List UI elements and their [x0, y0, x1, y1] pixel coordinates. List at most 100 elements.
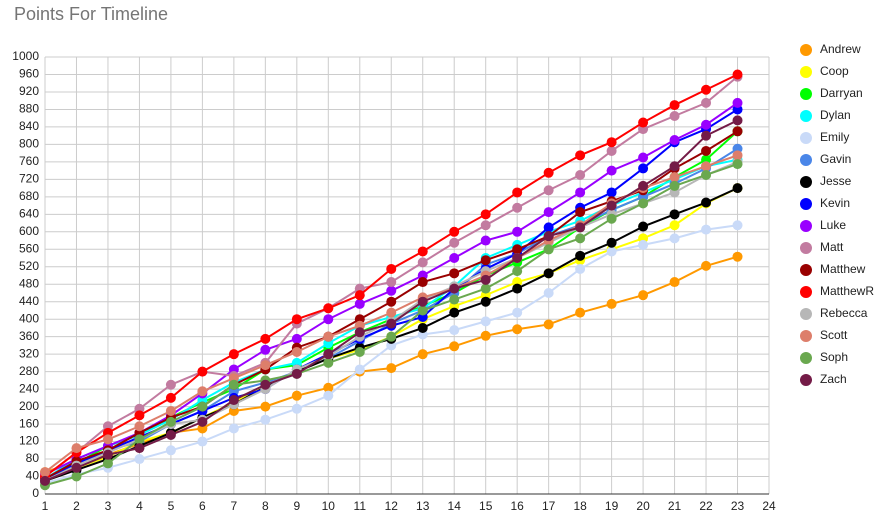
legend-marker — [800, 242, 812, 254]
data-point — [638, 239, 649, 250]
data-point — [228, 395, 239, 406]
data-point — [354, 327, 365, 338]
data-point — [669, 110, 680, 121]
legend-marker — [800, 110, 812, 122]
data-point — [606, 137, 617, 148]
data-point — [480, 209, 491, 220]
x-tick-label: 24 — [762, 499, 776, 513]
legend: Andrew Coop Darryan Dylan Emily Gavin Jesse Kev… — [800, 42, 874, 386]
legend-marker — [800, 308, 812, 320]
y-tick-label: 960 — [19, 67, 39, 81]
y-tick-label: 680 — [19, 189, 39, 203]
data-point — [638, 198, 649, 209]
data-point — [606, 165, 617, 176]
data-point — [354, 364, 365, 375]
data-point — [480, 330, 491, 341]
x-tick-label: 18 — [573, 499, 587, 513]
y-tick-label: 880 — [19, 102, 39, 116]
data-point — [732, 159, 743, 170]
data-point — [323, 357, 334, 368]
data-point — [732, 115, 743, 126]
data-point — [606, 213, 617, 224]
y-tick-label: 520 — [19, 259, 39, 273]
legend-marker — [800, 352, 812, 364]
x-tick-label: 23 — [731, 499, 745, 513]
data-point — [386, 331, 397, 342]
data-point — [417, 305, 428, 316]
y-tick-label: 600 — [19, 224, 39, 238]
data-point — [449, 253, 460, 264]
data-point — [134, 434, 145, 445]
data-point — [543, 222, 554, 233]
data-point — [732, 220, 743, 231]
x-tick-label: 17 — [542, 499, 556, 513]
data-point — [606, 145, 617, 156]
data-point — [606, 298, 617, 309]
data-point — [323, 331, 334, 342]
data-point — [606, 246, 617, 257]
x-tick-label: 19 — [605, 499, 619, 513]
data-point — [102, 458, 113, 469]
data-point — [260, 414, 271, 425]
data-point — [701, 119, 712, 130]
data-point — [102, 449, 113, 460]
data-point — [512, 244, 523, 255]
x-tick-label: 8 — [262, 499, 269, 513]
y-tick-label: 480 — [19, 276, 39, 290]
data-point — [449, 237, 460, 248]
data-point — [386, 263, 397, 274]
chart-title: Points For Timeline — [14, 4, 168, 24]
data-point — [323, 303, 334, 314]
data-point — [165, 445, 176, 456]
data-point — [543, 244, 554, 255]
data-point — [134, 410, 145, 421]
data-point — [197, 436, 208, 447]
data-point — [575, 263, 586, 274]
y-tick-label: 800 — [19, 137, 39, 151]
data-point — [638, 117, 649, 128]
x-tick-label: 4 — [136, 499, 143, 513]
data-point — [386, 318, 397, 329]
data-point — [291, 314, 302, 325]
data-point — [732, 97, 743, 108]
data-point — [543, 287, 554, 298]
data-point — [449, 226, 460, 237]
data-point — [417, 246, 428, 257]
data-point — [575, 169, 586, 180]
legend-label: Gavin — [820, 152, 851, 166]
data-point — [575, 150, 586, 161]
legend-label: Luke — [820, 218, 846, 232]
data-point — [512, 187, 523, 198]
data-point — [354, 298, 365, 309]
data-point — [71, 462, 82, 473]
y-tick-label: 360 — [19, 329, 39, 343]
data-point — [701, 130, 712, 141]
data-point — [638, 290, 649, 301]
data-point — [228, 379, 239, 390]
data-point — [260, 360, 271, 371]
data-point — [323, 390, 334, 401]
y-tick-label: 560 — [19, 241, 39, 255]
x-tick-label: 14 — [448, 499, 462, 513]
data-point — [323, 382, 334, 393]
y-tick-label: 920 — [19, 84, 39, 98]
legend-marker — [800, 264, 812, 276]
data-point — [575, 207, 586, 218]
data-point — [386, 296, 397, 307]
data-point — [71, 471, 82, 482]
legend-marker — [800, 286, 812, 298]
data-point — [134, 443, 145, 454]
y-tick-label: 160 — [19, 416, 39, 430]
data-point — [701, 161, 712, 172]
data-point — [732, 251, 743, 262]
data-point — [701, 84, 712, 95]
data-point — [291, 368, 302, 379]
x-tick-label: 11 — [354, 499, 367, 513]
data-point — [606, 187, 617, 198]
data-point — [701, 145, 712, 156]
data-point — [543, 207, 554, 218]
y-tick-label: 320 — [19, 346, 39, 360]
data-point — [417, 277, 428, 288]
legend-marker — [800, 374, 812, 386]
